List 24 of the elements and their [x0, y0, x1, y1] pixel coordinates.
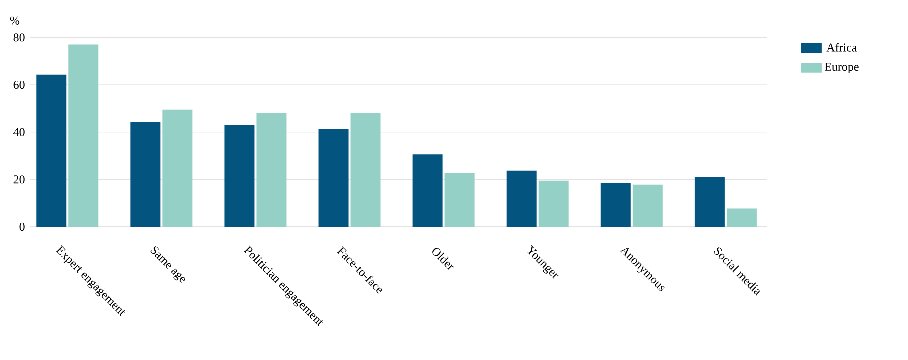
bar — [538, 180, 569, 227]
bar — [600, 183, 631, 227]
bar — [318, 129, 349, 227]
y-tick-label: 20 — [14, 176, 25, 184]
y-tick-label: 80 — [14, 34, 25, 42]
bar — [444, 174, 475, 227]
bar — [694, 177, 725, 227]
bar — [68, 44, 99, 227]
legend-label: Europe — [824, 63, 859, 74]
bar — [162, 110, 193, 227]
bar — [256, 113, 287, 227]
bar — [224, 125, 255, 227]
bar — [36, 74, 67, 227]
bar — [350, 113, 381, 227]
bar — [632, 184, 663, 227]
legend-label: Africa — [826, 43, 858, 52]
y-tick-label: 60 — [14, 80, 25, 90]
bar — [130, 122, 161, 227]
bar — [412, 154, 443, 227]
bar — [726, 208, 757, 227]
bar — [506, 170, 537, 227]
y-tick-label: 0 — [20, 222, 25, 232]
y-axis-title: % — [10, 16, 20, 25]
y-tick-label: 40 — [14, 128, 25, 136]
